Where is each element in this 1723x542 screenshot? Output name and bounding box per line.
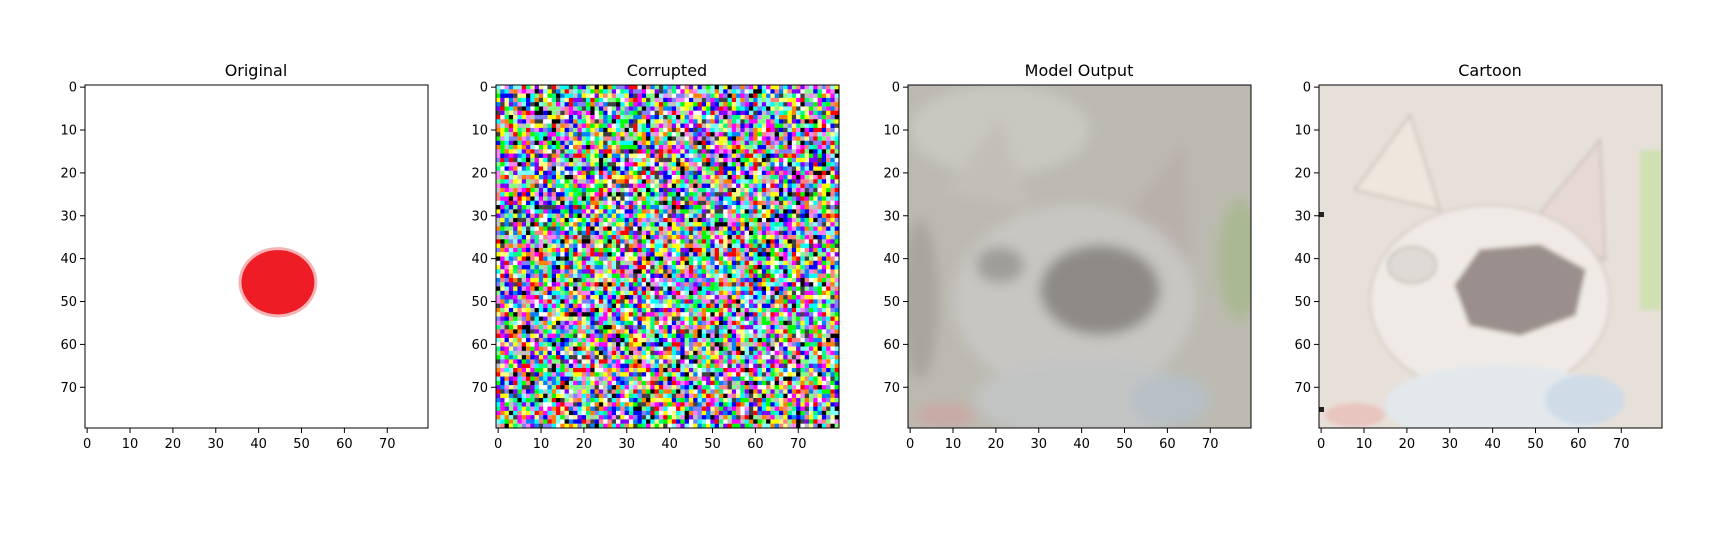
x-tick-label: 0: [494, 437, 502, 452]
y-tick-label: 20: [1294, 166, 1311, 181]
y-tick-label: 40: [883, 252, 900, 267]
edge-dot: [1319, 212, 1324, 217]
y-tick-label: 30: [883, 209, 900, 224]
y-tick-label: 50: [1294, 295, 1311, 310]
y-tick-label: 0: [69, 81, 77, 96]
x-tick-label: 70: [1613, 437, 1630, 452]
y-tick-label: 0: [480, 81, 488, 96]
x-tick-label: 50: [704, 437, 721, 452]
y-tick-label: 50: [60, 295, 77, 310]
red-blob: [241, 250, 314, 314]
cat-dark-patch: [1040, 245, 1160, 335]
x-tick-label: 20: [988, 437, 1005, 452]
cat-eye-left: [1388, 247, 1436, 283]
y-tick-label: 50: [471, 295, 488, 310]
image-model-output: [902, 85, 1262, 440]
y-tick-label: 60: [1294, 338, 1311, 353]
y-tick-label: 10: [1294, 124, 1311, 139]
x-tick-label: 10: [945, 437, 962, 452]
y-tick-label: 50: [883, 295, 900, 310]
x-tick-label: 30: [1030, 437, 1047, 452]
x-tick-label: 70: [790, 437, 807, 452]
x-tick-label: 50: [1116, 437, 1133, 452]
image-original: [85, 85, 428, 428]
y-tick-label: 0: [1303, 81, 1311, 96]
x-tick-label: 40: [1484, 437, 1501, 452]
x-tick-label: 10: [122, 437, 139, 452]
x-tick-label: 70: [379, 437, 396, 452]
x-tick-label: 10: [1356, 437, 1373, 452]
panel-title: Model Output: [1025, 61, 1134, 80]
x-tick-label: 40: [250, 437, 267, 452]
panel-title: Original: [225, 61, 288, 80]
x-tick-label: 30: [207, 437, 224, 452]
y-tick-label: 10: [883, 124, 900, 139]
y-tick-label: 30: [1294, 209, 1311, 224]
cat-eye-left: [976, 247, 1024, 283]
x-tick-label: 30: [618, 437, 635, 452]
y-tick-label: 20: [883, 166, 900, 181]
bottom-blue-hint: [1545, 375, 1625, 425]
y-tick-label: 70: [1294, 381, 1311, 396]
y-tick-label: 40: [60, 252, 77, 267]
x-tick-label: 40: [1073, 437, 1090, 452]
x-tick-label: 60: [747, 437, 764, 452]
y-tick-label: 20: [471, 166, 488, 181]
x-tick-label: 20: [1399, 437, 1416, 452]
x-tick-label: 50: [1527, 437, 1544, 452]
y-tick-label: 30: [471, 209, 488, 224]
y-tick-label: 20: [60, 166, 77, 181]
x-tick-label: 0: [1317, 437, 1325, 452]
x-tick-label: 20: [165, 437, 182, 452]
x-tick-label: 10: [533, 437, 550, 452]
bottom-pink-hint: [915, 403, 975, 427]
y-tick-label: 60: [471, 338, 488, 353]
image-corrupted: [496, 85, 839, 428]
x-tick-label: 60: [336, 437, 353, 452]
x-tick-label: 0: [906, 437, 914, 452]
panel-title: Corrupted: [627, 61, 707, 80]
panel-original: Original 0 10 20 30 40 50 60 70 0 10 20 30 40 50 60 70: [60, 61, 428, 452]
x-tick-label: 70: [1202, 437, 1219, 452]
y-tick-label: 70: [60, 381, 77, 396]
y-tick-label: 10: [60, 124, 77, 139]
y-tick-label: 70: [883, 381, 900, 396]
x-tick-label: 20: [576, 437, 593, 452]
x-tick-label: 60: [1570, 437, 1587, 452]
bottom-pink-hint: [1325, 403, 1385, 427]
x-tick-label: 40: [661, 437, 678, 452]
x-tick-label: 60: [1159, 437, 1176, 452]
right-green-hint: [1640, 150, 1662, 310]
panel-corrupted: Corrupted 0 10 20 30 40 50 60 70 0 10 20 30 40 50 60 70: [471, 61, 839, 452]
edge-dot: [1319, 407, 1324, 412]
y-tick-label: 40: [1294, 252, 1311, 267]
left-dark-edge: [902, 220, 938, 380]
y-tick-label: 70: [471, 381, 488, 396]
right-green-hint: [1218, 200, 1262, 320]
y-tick-label: 10: [471, 124, 488, 139]
y-tick-label: 40: [471, 252, 488, 267]
panel-title: Cartoon: [1458, 61, 1522, 80]
x-tick-label: 50: [293, 437, 310, 452]
y-tick-label: 30: [60, 209, 77, 224]
y-tick-label: 60: [60, 338, 77, 353]
image-cartoon: [1319, 85, 1662, 445]
y-tick-label: 60: [883, 338, 900, 353]
y-tick-label: 0: [892, 81, 900, 96]
x-tick-label: 0: [83, 437, 91, 452]
x-tick-label: 30: [1441, 437, 1458, 452]
bottom-blue-hint: [1130, 375, 1210, 425]
